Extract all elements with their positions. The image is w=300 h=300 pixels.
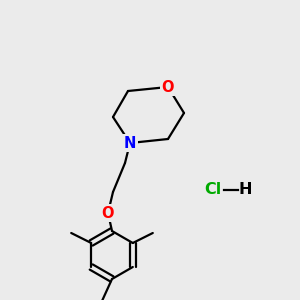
Text: O: O <box>162 80 174 94</box>
Text: Cl: Cl <box>204 182 222 197</box>
Text: N: N <box>124 136 136 151</box>
Text: H: H <box>238 182 252 197</box>
Text: O: O <box>102 206 114 220</box>
